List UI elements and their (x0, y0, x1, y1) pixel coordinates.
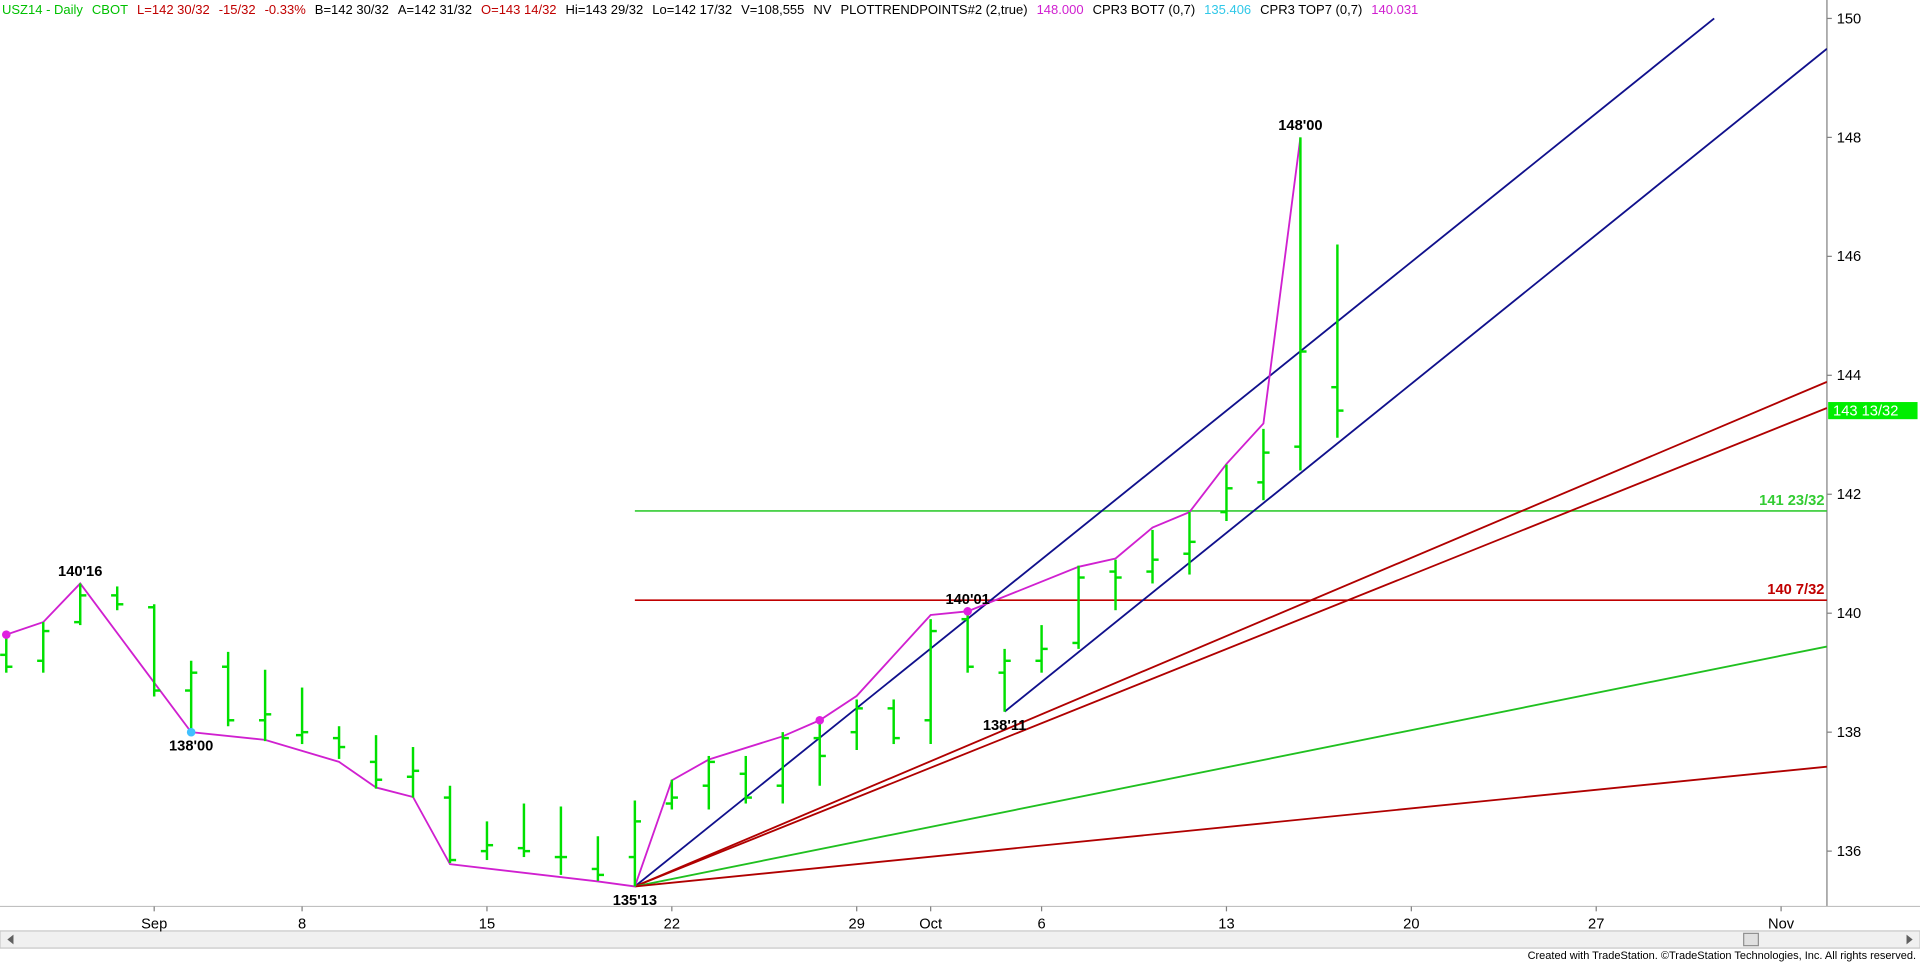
y-tick-label: 140 (1837, 606, 1862, 622)
y-tick-label: 138 (1837, 725, 1862, 741)
trend-line (634, 380, 1827, 888)
level-label: 141 23/32 (1759, 493, 1824, 509)
last-price-label: 143 13/32 (1833, 404, 1898, 420)
y-tick-label: 136 (1837, 844, 1862, 860)
x-tick-label: 15 (479, 916, 495, 932)
pivot-label: 140'16 (58, 564, 102, 580)
x-tick-label: 20 (1403, 916, 1419, 932)
x-tick-label: 6 (1038, 916, 1046, 932)
y-tick-label: 142 (1837, 487, 1862, 503)
header-item: CPR3 BOT7 (0,7) (1092, 2, 1196, 17)
header-item: 148.000 (1036, 2, 1084, 17)
scroll-right-arrow[interactable] (1906, 934, 1913, 945)
header-item: 135.406 (1204, 2, 1252, 17)
x-tick-label: Oct (919, 916, 942, 932)
trend-line (634, 407, 1827, 888)
header-item: NV (813, 2, 832, 17)
trend-line (634, 765, 1827, 888)
header-item: A=142 31/32 (397, 2, 472, 17)
x-tick-label: Sep (141, 916, 167, 932)
pivot-label: 138'11 (983, 718, 1027, 734)
x-tick-label: 22 (664, 916, 680, 932)
footer: Created with TradeStation. ©TradeStation… (1527, 950, 1916, 962)
header-item: Hi=143 29/32 (565, 2, 644, 17)
header-item: USZ14 - Daily (2, 2, 83, 17)
y-tick-label: 148 (1837, 130, 1862, 146)
pivot-dot (2, 630, 11, 639)
pivot-dot (186, 727, 196, 737)
header-item: V=108,555 (741, 2, 805, 17)
pivot-dot (815, 715, 825, 725)
x-tick-label: 13 (1218, 916, 1234, 932)
pivot-label: 135'13 (613, 893, 657, 909)
header-item: O=143 14/32 (481, 2, 557, 17)
trend-line (634, 17, 1715, 888)
symbol-header: USZ14 - Daily CBOT L=142 30/32 -15/32 -0.33%… (2, 2, 1427, 17)
header-item: CPR3 TOP7 (0,7) (1260, 2, 1363, 17)
pivot-label: 140'01 (945, 592, 989, 608)
last-price-box (1828, 402, 1918, 420)
header-item: L=142 30/32 (137, 2, 210, 17)
scroll-left-arrow[interactable] (7, 934, 14, 945)
pivot-label: 148'00 (1278, 118, 1322, 134)
header-item: -15/32 (218, 2, 256, 17)
header-item: -0.33% (264, 2, 306, 17)
x-tick-label: 8 (298, 916, 306, 932)
header-item: 140.031 (1371, 2, 1419, 17)
header-item: B=142 30/32 (314, 2, 389, 17)
y-tick-label: 150 (1837, 11, 1862, 27)
plot-area (0, 17, 1827, 888)
level-label: 140 7/32 (1767, 582, 1824, 598)
x-tick-label: 29 (849, 916, 865, 932)
trend-line (634, 645, 1827, 888)
pivot-label: 138'00 (169, 739, 213, 755)
scroll-thumb[interactable] (1743, 932, 1759, 947)
y-tick-label: 144 (1837, 368, 1862, 384)
trend-line (1004, 48, 1827, 713)
pivot-dot (963, 607, 972, 616)
header-item: CBOT (91, 2, 129, 17)
x-tick-label: Nov (1768, 916, 1795, 932)
y-tick-label: 146 (1837, 249, 1862, 265)
header-item: Lo=142 17/32 (652, 2, 733, 17)
scrollbar[interactable] (0, 930, 1920, 949)
x-tick-label: 27 (1588, 916, 1604, 932)
header-item: PLOTTRENDPOINTS#2 (2,true) (840, 2, 1028, 17)
